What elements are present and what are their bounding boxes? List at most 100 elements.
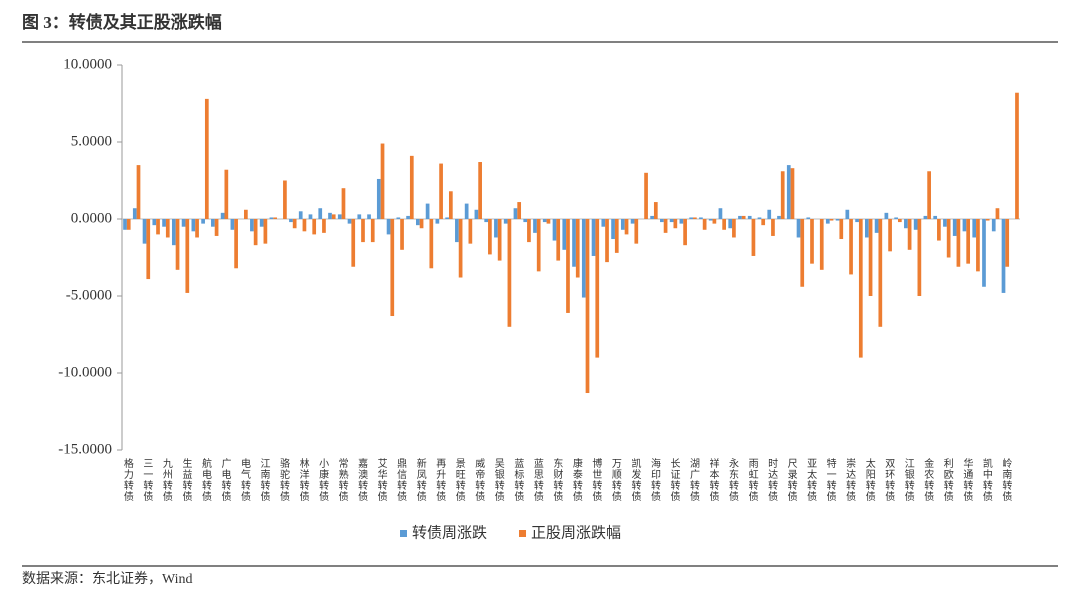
bar (318, 208, 323, 219)
bar (201, 219, 205, 224)
y-tick-label: 10.0000 (63, 56, 112, 72)
bar (341, 188, 346, 219)
bar (517, 202, 522, 219)
bar (868, 219, 873, 296)
bar (474, 209, 479, 219)
bar (171, 219, 176, 246)
bar (708, 219, 713, 221)
bar (429, 219, 434, 269)
bar (943, 219, 947, 227)
bar (712, 219, 717, 224)
bar (601, 219, 606, 227)
x-tick-label: 东财转债 (551, 457, 563, 502)
bar (878, 219, 883, 327)
x-tick-label: 万顺转债 (609, 458, 621, 502)
bar (234, 219, 238, 269)
bar (152, 219, 157, 226)
bar (933, 215, 938, 219)
bar (230, 219, 235, 230)
bar (331, 214, 336, 219)
x-tick-label: 利欧转债 (941, 458, 953, 502)
x-tick-label: 雨虹转债 (746, 458, 758, 502)
bar (308, 214, 313, 219)
bar (962, 219, 967, 232)
bar (819, 219, 824, 270)
bar (946, 219, 951, 258)
bar (956, 219, 961, 267)
bar (191, 219, 196, 232)
x-tick-label: 凯发转债 (629, 457, 641, 502)
bar (533, 219, 537, 233)
bar (204, 98, 209, 219)
bar (455, 219, 459, 243)
bar (634, 219, 639, 244)
bar (322, 219, 326, 233)
x-tick-label: 艾华转债 (375, 458, 387, 502)
x-tick-label: 凯中转债 (980, 457, 992, 502)
x-tick-label: 特一转债 (824, 458, 836, 502)
bar (136, 165, 141, 219)
bar (1001, 219, 1006, 293)
bar (253, 219, 258, 246)
bar (478, 162, 482, 219)
x-tick-label: 鼎信转债 (395, 458, 407, 502)
x-tick-label: 常熟转债 (336, 457, 348, 502)
bar (165, 219, 170, 238)
bar (904, 219, 908, 229)
bar (214, 219, 219, 236)
bar (400, 219, 404, 250)
bar (630, 219, 635, 224)
legend-label: 转债周涨跌 (412, 524, 487, 541)
bar (435, 219, 440, 224)
bar (302, 219, 307, 232)
bar (976, 219, 980, 272)
bar (849, 219, 853, 275)
bar (458, 219, 463, 278)
bar (361, 219, 365, 243)
bar (897, 219, 902, 223)
x-tick-label: 海印转债 (648, 457, 660, 502)
bar (751, 219, 756, 256)
bar (835, 219, 840, 221)
bar (702, 219, 707, 230)
bar (907, 219, 912, 250)
bar (982, 219, 986, 287)
bar (952, 219, 957, 236)
x-tick-label: 双环转债 (883, 458, 895, 502)
bar (289, 219, 293, 223)
bar (312, 219, 317, 235)
bar (503, 219, 508, 224)
bar (142, 219, 147, 244)
bar (283, 180, 287, 219)
bar (419, 219, 424, 229)
bar (995, 208, 1000, 219)
bar (259, 219, 264, 227)
legend-label: 正股周涨跌幅 (531, 524, 621, 541)
bar (357, 214, 362, 219)
bar (614, 219, 619, 253)
bar (132, 208, 137, 219)
y-tick-label: -10.0000 (58, 364, 112, 380)
y-tick-label: 5.0000 (71, 133, 112, 149)
bar (683, 219, 687, 246)
legend-swatch (519, 530, 527, 537)
bar (396, 217, 401, 219)
x-tick-label: 博世转债 (590, 457, 602, 502)
bar (406, 215, 410, 219)
x-tick-label: 格力转债 (121, 457, 133, 502)
bar (1005, 219, 1010, 267)
bar (718, 208, 723, 219)
bar (937, 219, 941, 241)
x-tick-label: 蓝标转债 (512, 458, 524, 502)
bar (732, 219, 736, 238)
x-tick-label: 太阳转债 (863, 457, 875, 502)
bar (972, 219, 977, 238)
bar (738, 215, 742, 219)
bar (741, 215, 746, 219)
bar (825, 219, 830, 224)
bar (1015, 92, 1019, 219)
bar (273, 217, 278, 219)
bar (679, 219, 684, 224)
x-tick-label: 电气转债 (239, 457, 251, 502)
bar (884, 212, 889, 219)
